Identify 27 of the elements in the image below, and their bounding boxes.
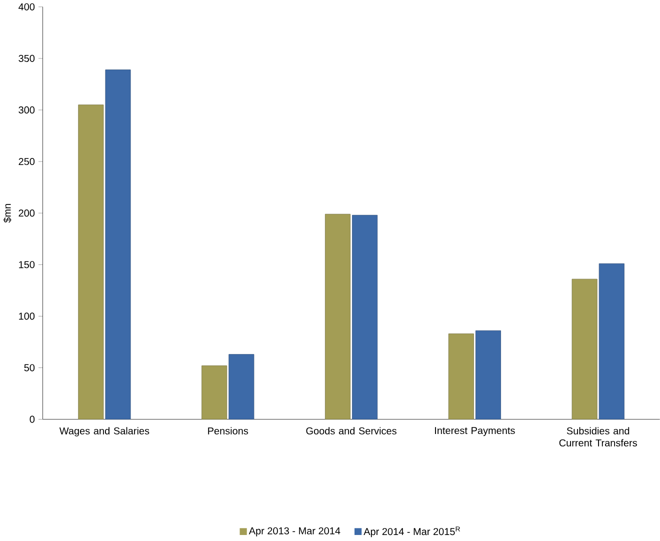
bar <box>228 354 254 420</box>
bar <box>572 279 598 420</box>
bar <box>325 214 350 420</box>
bar <box>105 70 131 420</box>
y-axis-title: $mn <box>3 204 12 223</box>
x-tick-label: Subsidies and Current Transfers <box>559 427 637 447</box>
y-tick-label: 350 <box>18 55 35 62</box>
y-tick-label: 200 <box>18 210 35 217</box>
bar <box>598 264 624 420</box>
y-tick-label: 100 <box>19 312 35 320</box>
x-tick-label: Wages and Salaries <box>59 427 150 437</box>
bar <box>448 334 474 420</box>
bar <box>475 330 501 420</box>
y-tick-label: 400 <box>18 4 35 11</box>
bar <box>78 104 104 420</box>
y-tick-label: 50 <box>24 364 35 372</box>
legend-label: Apr 2013 - Mar 2014 <box>248 528 340 537</box>
y-tick-label: 300 <box>18 106 35 114</box>
y-tick-label: 150 <box>19 261 35 268</box>
x-tick-label: Goods and Services <box>306 427 396 435</box>
bar <box>202 366 228 420</box>
x-tick-label: Pensions <box>208 427 248 435</box>
bar <box>352 215 378 420</box>
y-tick-label: 250 <box>18 158 35 166</box>
x-tick-label: Interest Payments <box>435 427 515 436</box>
legend-label: Apr 2014 - Mar 2015$^{R}$ <box>364 526 460 538</box>
y-tick-label: 0 <box>30 416 35 424</box>
